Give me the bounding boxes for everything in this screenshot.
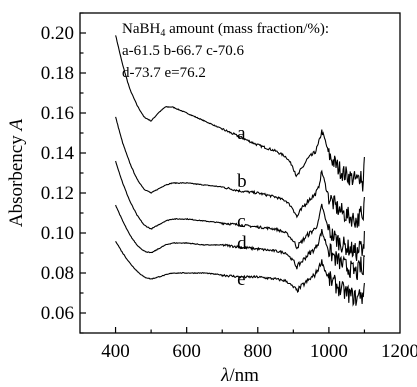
legend: NaBH4 amount (mass fraction/%): a-61.5 b… <box>122 21 329 81</box>
legend-line-2: d-73.7 e=76.2 <box>122 65 206 81</box>
series-line-b <box>115 116 365 228</box>
x-tick-label: 1000 <box>310 341 348 362</box>
y-axis-ticks: 0.06 0.08 0.10 0.12 0.14 0.16 0.18 0.20 <box>41 12 86 334</box>
y-tick-label: 0.18 <box>41 63 74 84</box>
series-line-a <box>115 35 365 192</box>
y-tick-label: 0.08 <box>41 263 74 284</box>
legend-title-prefix: NaBH <box>122 21 160 37</box>
x-axis-label: λ/nm <box>220 365 259 386</box>
y-axis-text: Absorbency <box>6 131 27 228</box>
legend-title-subscript: 4 <box>160 28 165 39</box>
y-axis-label: Absorbency A <box>6 119 27 228</box>
y-tick-label: 0.20 <box>41 23 74 44</box>
curve-label-a: a <box>237 123 246 144</box>
x-axis-ticks: 400 600 800 1000 1200 <box>101 327 417 362</box>
y-tick-label: 0.06 <box>41 303 74 324</box>
x-tick-label: 800 <box>244 341 273 362</box>
legend-title: NaBH4 amount (mass fraction/%): <box>122 21 329 39</box>
y-tick-label: 0.14 <box>41 143 75 164</box>
curve-label-d: d <box>237 233 247 254</box>
x-axis-symbol: λ <box>220 365 229 386</box>
y-tick-label: 0.16 <box>41 103 74 124</box>
legend-line-1: a-61.5 b-66.7 c-70.6 <box>122 43 245 59</box>
x-tick-label: 400 <box>101 341 130 362</box>
series-line-c <box>115 160 365 261</box>
series-layer <box>115 35 365 307</box>
x-tick-label: 1200 <box>381 341 417 362</box>
curve-label-e: e <box>237 269 245 290</box>
series-line-e <box>115 240 365 307</box>
curve-label-b: b <box>237 171 247 192</box>
x-axis-unit: /nm <box>229 365 259 386</box>
x-tick-label: 600 <box>172 341 201 362</box>
y-tick-label: 0.12 <box>41 183 74 204</box>
y-axis-symbol: A <box>6 119 27 133</box>
series-line-d <box>115 204 365 281</box>
y-tick-label: 0.10 <box>41 223 74 244</box>
curve-label-c: c <box>237 211 245 232</box>
legend-title-suffix: amount (mass fraction/%): <box>165 21 329 37</box>
